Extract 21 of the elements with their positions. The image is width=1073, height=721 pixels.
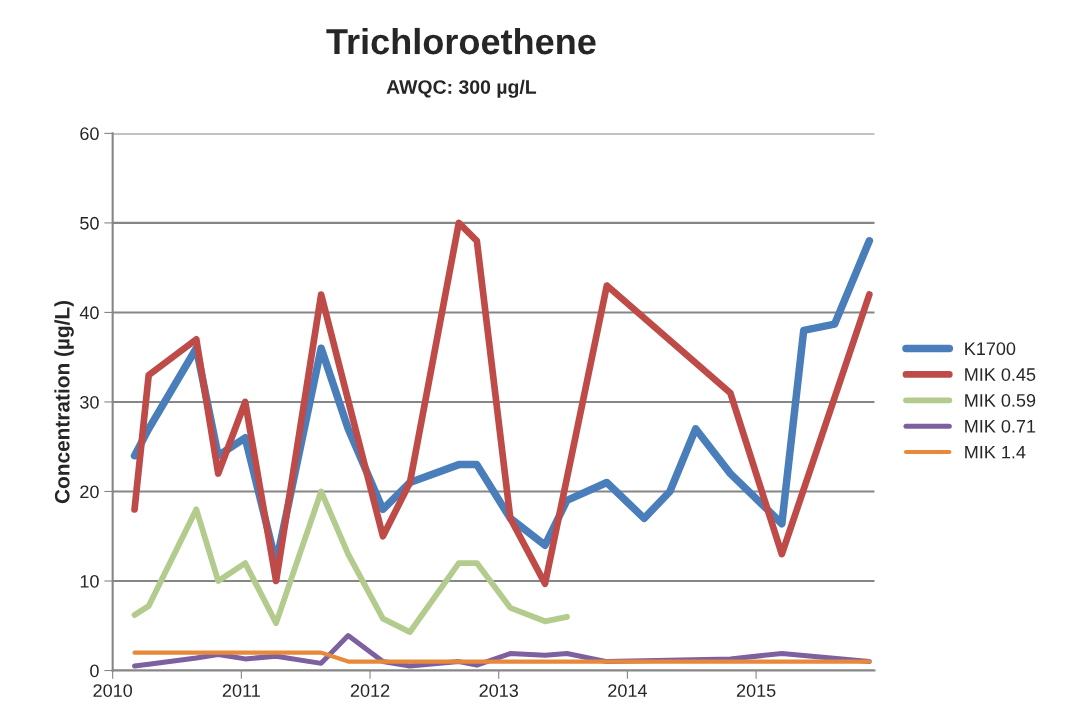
x-tick-label: 2012 [350, 684, 390, 697]
legend-label: K1700 [965, 342, 1016, 356]
y-tick-label: 10 [80, 574, 99, 588]
y-tick-label: 0 [90, 664, 99, 678]
y-tick-label: 30 [80, 395, 99, 409]
x-tick-label: 2015 [736, 684, 776, 697]
chart-title: Trichloroethene [326, 27, 596, 55]
x-tick-label: 2011 [222, 684, 260, 697]
legend-label: MIK 0.59 [965, 394, 1036, 407]
legend-label: MIK 0.71 [965, 419, 1036, 433]
legend-label: MIK 0.45 [965, 368, 1036, 381]
x-tick-label: 2013 [479, 684, 519, 697]
y-tick-label: 40 [79, 306, 99, 320]
chart-subtitle: AWQC: 300 µg/L [386, 79, 537, 98]
legend-label: MIK 1.4 [965, 445, 1026, 459]
x-tick-label: 2014 [608, 684, 647, 697]
y-axis-title: Concentration (µg/L) [54, 300, 74, 504]
y-tick-label: 60 [80, 127, 99, 141]
y-tick-label: 20 [80, 485, 99, 499]
x-tick-label: 2010 [93, 684, 133, 697]
y-tick-label: 50 [80, 216, 99, 230]
